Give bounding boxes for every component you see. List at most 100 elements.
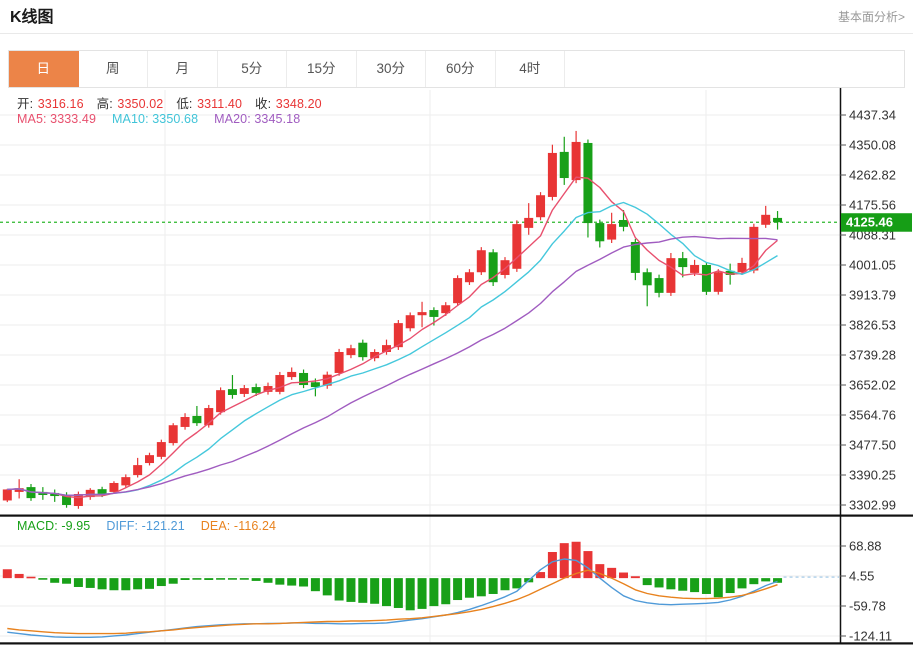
candle-body [26, 487, 36, 499]
candle-body [749, 226, 759, 271]
macd-bar [216, 578, 226, 580]
macd-bar [346, 578, 356, 602]
price-axis-label: 3390.25 [849, 467, 896, 482]
macd-bar [62, 578, 72, 584]
macd-bar [2, 569, 12, 579]
ma-ma5: MA5: 3333.49 [17, 112, 97, 126]
ohlc-open: 开: 3316.16 [17, 97, 84, 111]
candle-body [393, 323, 403, 348]
candle-body [678, 258, 688, 268]
candle-body [559, 151, 569, 179]
candle-body [192, 415, 202, 424]
macd-bar [263, 578, 273, 583]
ohlc-close: 收: 3348.20 [255, 97, 322, 111]
price-axis-label: 3564.76 [849, 407, 896, 422]
candle-body [251, 387, 261, 393]
candle-body [619, 219, 628, 227]
macd-bar [145, 578, 154, 589]
macd-bar [713, 578, 723, 598]
candle-body [453, 278, 463, 304]
macd-macd: MACD: -9.95 [17, 519, 91, 533]
candle-body [370, 351, 380, 359]
tab-15分[interactable]: 15分 [287, 51, 357, 87]
candle-body [216, 390, 226, 413]
candle-body [642, 272, 652, 286]
candle-body [476, 250, 486, 273]
candle-body [263, 386, 273, 392]
ma-ma20: MA20: 3345.18 [214, 112, 301, 126]
macd-bar [97, 578, 107, 590]
page-title: K线图 [10, 9, 54, 26]
candle-body [500, 260, 510, 275]
candle-body [275, 375, 285, 392]
candle-body [571, 141, 581, 181]
macd-bar [749, 578, 759, 585]
tab-30分[interactable]: 30分 [357, 51, 426, 87]
tab-60分[interactable]: 60分 [426, 51, 496, 87]
macd-bar [476, 578, 486, 597]
macd-axis-label: 4.55 [849, 569, 874, 584]
macd-bar [358, 578, 368, 603]
macd-bar [737, 578, 747, 589]
macd-bar [50, 578, 60, 583]
macd-bar [109, 578, 119, 591]
macd-bar [678, 578, 688, 591]
price-axis-label: 4437.34 [849, 108, 896, 123]
price-axis-label: 3477.50 [849, 437, 896, 452]
tab-5分[interactable]: 5分 [218, 51, 287, 87]
price-axis-label: 3302.99 [849, 497, 896, 512]
macd-bar [619, 572, 628, 579]
macd-bar [595, 564, 605, 579]
candle-body [73, 493, 83, 507]
macd-bar [547, 552, 557, 579]
macd-axis-label: -124.11 [849, 629, 892, 644]
ohlc-low: 低: 3311.40 [176, 97, 243, 111]
tab-月[interactable]: 月 [148, 51, 218, 87]
price-axis-label: 4262.82 [849, 168, 896, 183]
macd-bar [583, 551, 593, 579]
macd-bar [690, 578, 700, 593]
macd-bar [488, 578, 498, 594]
candle-body [227, 389, 237, 395]
macd-bar [133, 578, 143, 590]
candle-body [121, 477, 131, 486]
candle-body [654, 278, 664, 293]
macd-bar [464, 578, 474, 598]
dea-line [7, 569, 778, 635]
candle-body [145, 455, 154, 464]
macd-bar [85, 578, 95, 588]
candle-body [38, 491, 48, 496]
macd-bar [761, 578, 771, 582]
candle-body [346, 348, 356, 356]
fundamental-analysis-link[interactable]: 基本面分析> [837, 10, 905, 24]
price-axis-label: 3826.53 [849, 317, 896, 332]
macd-bar [275, 578, 285, 585]
candle-body [382, 345, 391, 352]
macd-bar [251, 578, 261, 581]
macd-bar [607, 567, 617, 579]
macd-bar [121, 578, 131, 591]
tab-4时[interactable]: 4时 [496, 51, 565, 87]
tab-日[interactable]: 日 [9, 51, 79, 87]
candle-body [417, 312, 427, 316]
macd-bar [536, 572, 546, 579]
macd-bar [453, 578, 463, 601]
tab-周[interactable]: 周 [79, 51, 148, 87]
candle-body [358, 342, 368, 358]
macd-axis-label: 68.88 [849, 539, 882, 554]
candle-body [62, 495, 72, 505]
candle-body [310, 382, 320, 388]
candle-body [701, 265, 711, 292]
macd-bar [334, 578, 344, 601]
candle-body [547, 152, 557, 197]
candle-body [725, 270, 735, 275]
price-axis-label: 4350.08 [849, 138, 896, 153]
candle-body [464, 272, 474, 283]
macd-bar [73, 578, 83, 587]
macd-diff: DIFF: -121.21 [106, 519, 185, 533]
candle-body [2, 489, 12, 501]
macd-axis-label: -59.78 [849, 599, 886, 614]
macd-bar [393, 578, 403, 608]
last-price-badge [841, 213, 912, 232]
